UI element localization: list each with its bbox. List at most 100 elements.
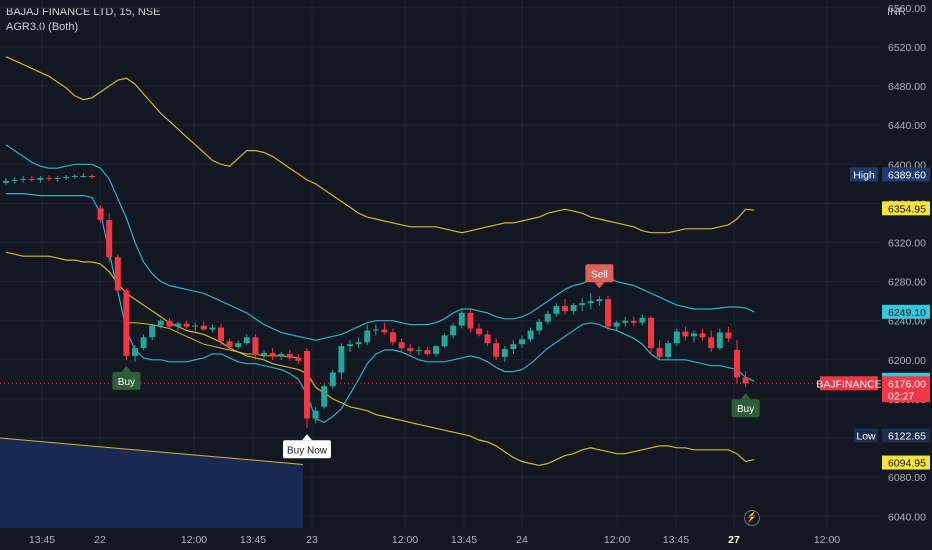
candle[interactable] — [544, 313, 551, 322]
candle[interactable] — [656, 348, 663, 357]
low-price-tag: 6122.65 — [888, 430, 926, 442]
candle[interactable] — [347, 344, 353, 347]
candle[interactable] — [80, 176, 87, 177]
candle[interactable] — [20, 178, 27, 180]
candle[interactable] — [570, 305, 577, 311]
candle[interactable] — [269, 352, 276, 356]
candle[interactable] — [553, 306, 560, 314]
candle[interactable] — [54, 177, 61, 179]
candle[interactable] — [329, 372, 336, 387]
candle[interactable] — [46, 177, 52, 179]
candle[interactable] — [261, 352, 267, 355]
candle[interactable] — [450, 325, 457, 336]
signal-sell[interactable]: Sell — [585, 264, 614, 289]
candle[interactable] — [355, 342, 362, 345]
candle[interactable] — [89, 176, 95, 177]
candle[interactable] — [407, 348, 414, 352]
candle[interactable] — [682, 331, 689, 337]
candle[interactable] — [596, 299, 603, 302]
candle[interactable] — [484, 334, 491, 344]
candle[interactable] — [536, 321, 543, 331]
candle[interactable] — [175, 323, 181, 327]
signal-buy[interactable]: Buy — [731, 393, 760, 418]
low-label-box — [854, 428, 878, 443]
candle[interactable] — [433, 346, 439, 354]
candle[interactable] — [527, 330, 534, 340]
candle[interactable] — [338, 346, 345, 373]
candle[interactable] — [381, 329, 388, 333]
candle[interactable] — [639, 317, 646, 323]
candle[interactable] — [166, 320, 173, 327]
candle[interactable] — [390, 332, 396, 343]
candle[interactable] — [278, 353, 285, 356]
candle[interactable] — [157, 320, 164, 326]
candle[interactable] — [132, 348, 138, 356]
candle[interactable] — [183, 323, 190, 327]
candle[interactable] — [28, 178, 35, 180]
candle[interactable] — [304, 351, 310, 419]
candle[interactable] — [243, 337, 250, 344]
candle[interactable] — [364, 330, 371, 343]
candle[interactable] — [398, 342, 405, 349]
candle[interactable] — [37, 177, 44, 180]
candle[interactable] — [235, 343, 242, 348]
candle[interactable] — [716, 332, 723, 349]
candle[interactable] — [691, 333, 697, 337]
candle[interactable] — [622, 320, 629, 323]
candle[interactable] — [424, 350, 431, 354]
x-tick-label: 12:00 — [814, 534, 840, 546]
candle[interactable] — [192, 325, 199, 327]
candle[interactable] — [519, 339, 525, 345]
candle[interactable] — [372, 329, 379, 331]
candle[interactable] — [218, 327, 224, 342]
candle[interactable] — [605, 299, 611, 327]
last-price-tag: 6176.00 — [888, 378, 926, 390]
signal-buy-now[interactable]: Buy Now — [283, 434, 331, 459]
candle[interactable] — [3, 180, 9, 183]
candle[interactable] — [510, 344, 517, 350]
candle[interactable] — [648, 317, 654, 349]
candle[interactable] — [63, 176, 70, 178]
candle[interactable] — [630, 320, 637, 323]
candle[interactable] — [458, 312, 465, 326]
signal-pointer — [302, 434, 312, 441]
low-label: Low — [856, 430, 876, 442]
candle[interactable] — [286, 353, 293, 358]
candle[interactable] — [123, 290, 130, 356]
candle[interactable] — [742, 377, 749, 384]
candle[interactable] — [97, 208, 104, 220]
candle[interactable] — [476, 328, 482, 335]
candle[interactable] — [673, 331, 680, 344]
candle[interactable] — [321, 386, 328, 407]
candle[interactable] — [312, 410, 319, 419]
candle[interactable] — [579, 303, 586, 306]
candle[interactable] — [665, 343, 672, 357]
candle[interactable] — [493, 343, 500, 357]
candle[interactable] — [734, 350, 740, 378]
candle[interactable] — [699, 333, 706, 338]
candle[interactable] — [11, 179, 18, 181]
candle[interactable] — [149, 325, 156, 338]
candle[interactable] — [106, 220, 113, 258]
candle[interactable] — [209, 327, 216, 330]
candle[interactable] — [71, 176, 78, 177]
candle[interactable] — [708, 337, 715, 349]
candle[interactable] — [467, 312, 474, 329]
candle[interactable] — [415, 350, 422, 352]
candle[interactable] — [501, 349, 508, 357]
candle[interactable] — [252, 337, 259, 355]
signal-buy[interactable]: Buy — [112, 365, 141, 390]
candle[interactable] — [200, 325, 207, 330]
candle[interactable] — [114, 257, 121, 291]
candle[interactable] — [613, 322, 620, 327]
candle[interactable] — [562, 306, 568, 311]
candle[interactable] — [140, 337, 147, 349]
candle[interactable] — [441, 335, 448, 347]
candle[interactable] — [587, 301, 594, 304]
chart-title: BAJAJ FINANCE LTD, 15, NSE — [6, 6, 161, 18]
candle[interactable] — [295, 357, 302, 361]
candle[interactable] — [725, 332, 732, 339]
candle[interactable] — [226, 341, 233, 348]
lightning-icon[interactable]: ⚡ — [744, 510, 760, 526]
